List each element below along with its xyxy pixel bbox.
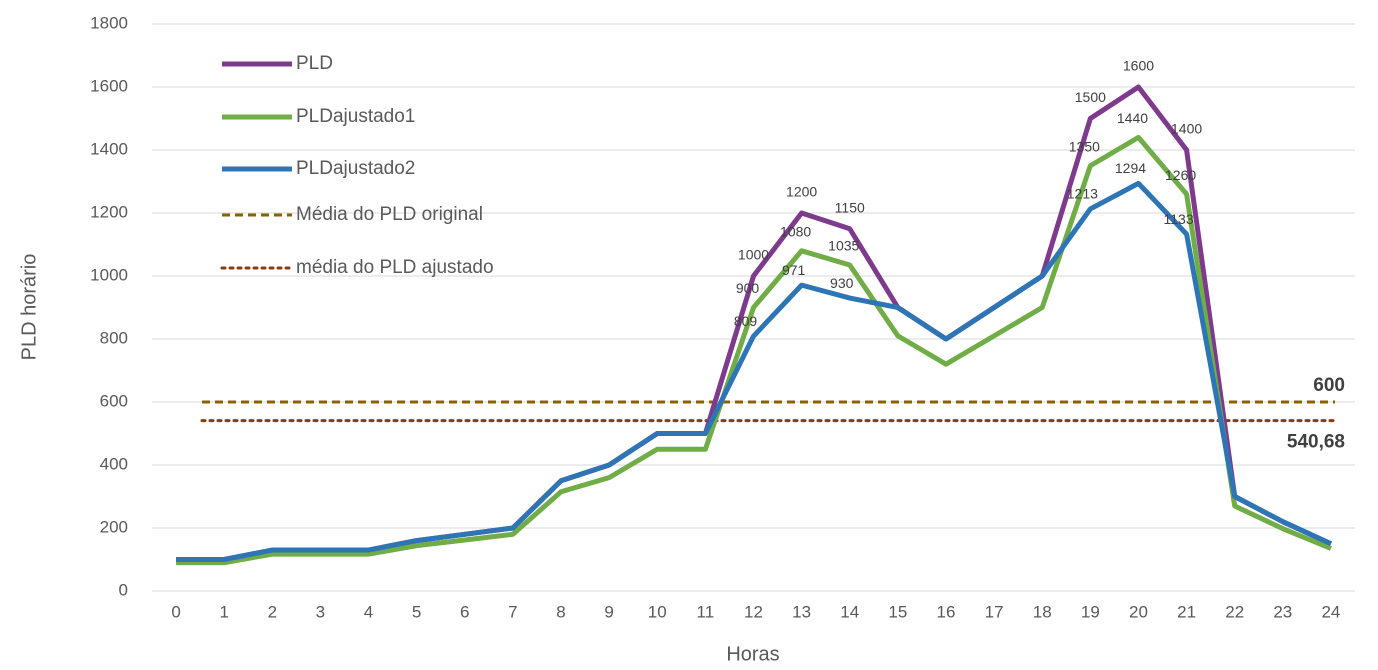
- y-tick-label: 400: [100, 454, 128, 473]
- y-tick-label: 1000: [90, 265, 128, 284]
- legend-label: PLDajustado1: [296, 106, 415, 127]
- series-line: [176, 180, 1332, 562]
- series-line: [176, 134, 1332, 566]
- data-label: 1133: [1164, 211, 1194, 227]
- x-tick-label: 15: [888, 602, 907, 621]
- x-tick-label: 11: [697, 602, 715, 621]
- data-label: 1440: [1117, 110, 1148, 126]
- x-tick-label: 10: [648, 602, 667, 621]
- data-label: 1350: [1069, 138, 1100, 154]
- y-tick-label: 1200: [90, 202, 128, 221]
- y-tick-label: 800: [100, 328, 128, 347]
- data-label: 1260: [1165, 167, 1196, 183]
- x-tick-label: 22: [1225, 602, 1244, 621]
- x-tick-label: 14: [840, 602, 859, 621]
- data-label: 1213: [1067, 186, 1098, 202]
- x-tick-label: 8: [556, 602, 565, 621]
- data-label: 1150: [835, 199, 865, 215]
- x-tick-label: 20: [1129, 602, 1148, 621]
- data-label: 1000: [738, 247, 769, 263]
- x-tick-label: 7: [508, 602, 517, 621]
- data-label: 900: [736, 280, 760, 296]
- y-tick-label: 200: [100, 517, 128, 536]
- y-tick-label: 1400: [90, 139, 128, 158]
- data-label: 1080: [780, 224, 811, 240]
- data-label: 971: [782, 262, 806, 278]
- y-axis-label: PLD horário: [18, 254, 40, 361]
- x-tick-label: 21: [1177, 602, 1196, 621]
- x-tick-label: 1: [219, 602, 228, 621]
- x-tick-label: 3: [316, 602, 325, 621]
- x-tick-label: 16: [937, 602, 956, 621]
- data-label: 1200: [786, 184, 817, 200]
- x-tick-label: 5: [412, 602, 421, 621]
- x-tick-label: 17: [985, 602, 1004, 621]
- legend-label: PLDajustado2: [296, 158, 415, 179]
- y-tick-label: 0: [119, 580, 128, 599]
- legend-label: PLD: [296, 53, 333, 74]
- x-axis-label: Horas: [726, 643, 779, 665]
- legend-label: média do PLD ajustado: [296, 257, 494, 278]
- y-tick-label: 1600: [90, 76, 128, 95]
- x-tick-label: 4: [364, 602, 373, 621]
- x-tick-label: 13: [792, 602, 811, 621]
- x-tick-label: 24: [1321, 602, 1340, 621]
- reference-label: 540,68: [1287, 432, 1345, 453]
- x-tick-label: 23: [1273, 602, 1292, 621]
- x-tick-label: 2: [268, 602, 277, 621]
- x-tick-label: 18: [1033, 602, 1052, 621]
- data-label: 930: [830, 275, 854, 291]
- data-label: 1400: [1171, 121, 1202, 137]
- data-label: 1600: [1123, 58, 1154, 74]
- y-tick-label: 1800: [90, 13, 128, 32]
- x-tick-label: 19: [1081, 602, 1100, 621]
- reference-label: 600: [1313, 375, 1345, 396]
- y-tick-label: 600: [100, 391, 128, 410]
- data-label: 1500: [1075, 89, 1106, 105]
- data-label: 1294: [1115, 160, 1146, 176]
- legend-label: Média do PLD original: [296, 204, 483, 225]
- x-tick-label: 9: [604, 602, 613, 621]
- data-label: 1035: [828, 238, 859, 254]
- x-tick-label: 0: [171, 602, 180, 621]
- x-tick-label: 12: [744, 602, 763, 621]
- data-label: 809: [734, 313, 758, 329]
- x-tick-label: 6: [460, 602, 469, 621]
